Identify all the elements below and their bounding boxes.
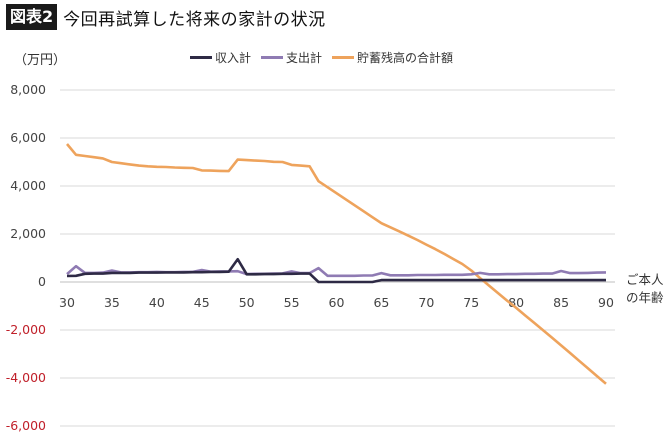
legend-swatch-income — [190, 56, 212, 59]
data-lines — [66, 143, 607, 385]
x-tick-label: 50 — [239, 295, 255, 310]
x-axis-label: ご本人 の年齢 — [626, 271, 664, 307]
series-line-0 — [66, 257, 606, 284]
legend-item-expense: 支出計 — [261, 49, 322, 66]
grid-lines — [60, 89, 615, 427]
chart-title-row: 図表2 今回再試算した将来の家計の状況 — [6, 4, 326, 30]
x-tick-label: 35 — [104, 295, 120, 310]
x-tick-label: 40 — [149, 295, 165, 310]
x-axis-ticks: 30 35 40 45 50 55 60 65 70 75 80 85 90 — [59, 295, 614, 310]
x-tick-label: 65 — [373, 295, 389, 310]
x-tick-label: 85 — [553, 295, 569, 310]
y-tick-label: 6,000 — [10, 130, 46, 145]
y-axis-unit: （万円） — [14, 53, 67, 68]
legend-label-income: 収入計 — [215, 51, 252, 65]
y-tick-label: 4,000 — [10, 178, 46, 193]
legend-item-income: 収入計 — [190, 49, 251, 66]
legend-swatch-expense — [261, 56, 284, 59]
x-axis-label-line1: ご本人 — [626, 272, 664, 287]
x-tick-label: 60 — [329, 295, 345, 310]
x-tick-label: 45 — [194, 295, 210, 310]
y-axis-ticks: 8,000 6,000 4,000 2,000 0 -2,000 -4,000 -6,000 — [6, 82, 46, 433]
chart-legend: 収入計 支出計 貯蓄残高の合計額 — [190, 49, 463, 66]
x-tick-label: 55 — [284, 295, 300, 310]
legend-item-savings: 貯蓄残高の合計額 — [332, 49, 453, 66]
legend-label-expense: 支出計 — [286, 51, 323, 65]
x-axis-label-line2: の年齢 — [626, 290, 664, 305]
y-tick-label: -6,000 — [6, 418, 46, 433]
y-tick-label: -2,000 — [6, 322, 46, 337]
x-tick-label: 75 — [463, 295, 479, 310]
series-line-1 — [66, 264, 607, 278]
y-tick-label: 0 — [38, 274, 46, 289]
chart-title: 今回再試算した将来の家計の状況 — [63, 9, 326, 30]
figure-badge: 図表2 — [6, 4, 58, 30]
y-tick-label: 2,000 — [10, 226, 46, 241]
x-tick-label: 90 — [598, 295, 614, 310]
y-tick-label: -4,000 — [6, 370, 46, 385]
legend-swatch-savings — [332, 56, 355, 59]
x-tick-label: 30 — [59, 295, 75, 310]
x-tick-label: 70 — [418, 295, 434, 310]
series-line-2 — [66, 143, 607, 385]
legend-label-savings: 貯蓄残高の合計額 — [357, 51, 454, 65]
y-tick-label: 8,000 — [10, 82, 46, 97]
